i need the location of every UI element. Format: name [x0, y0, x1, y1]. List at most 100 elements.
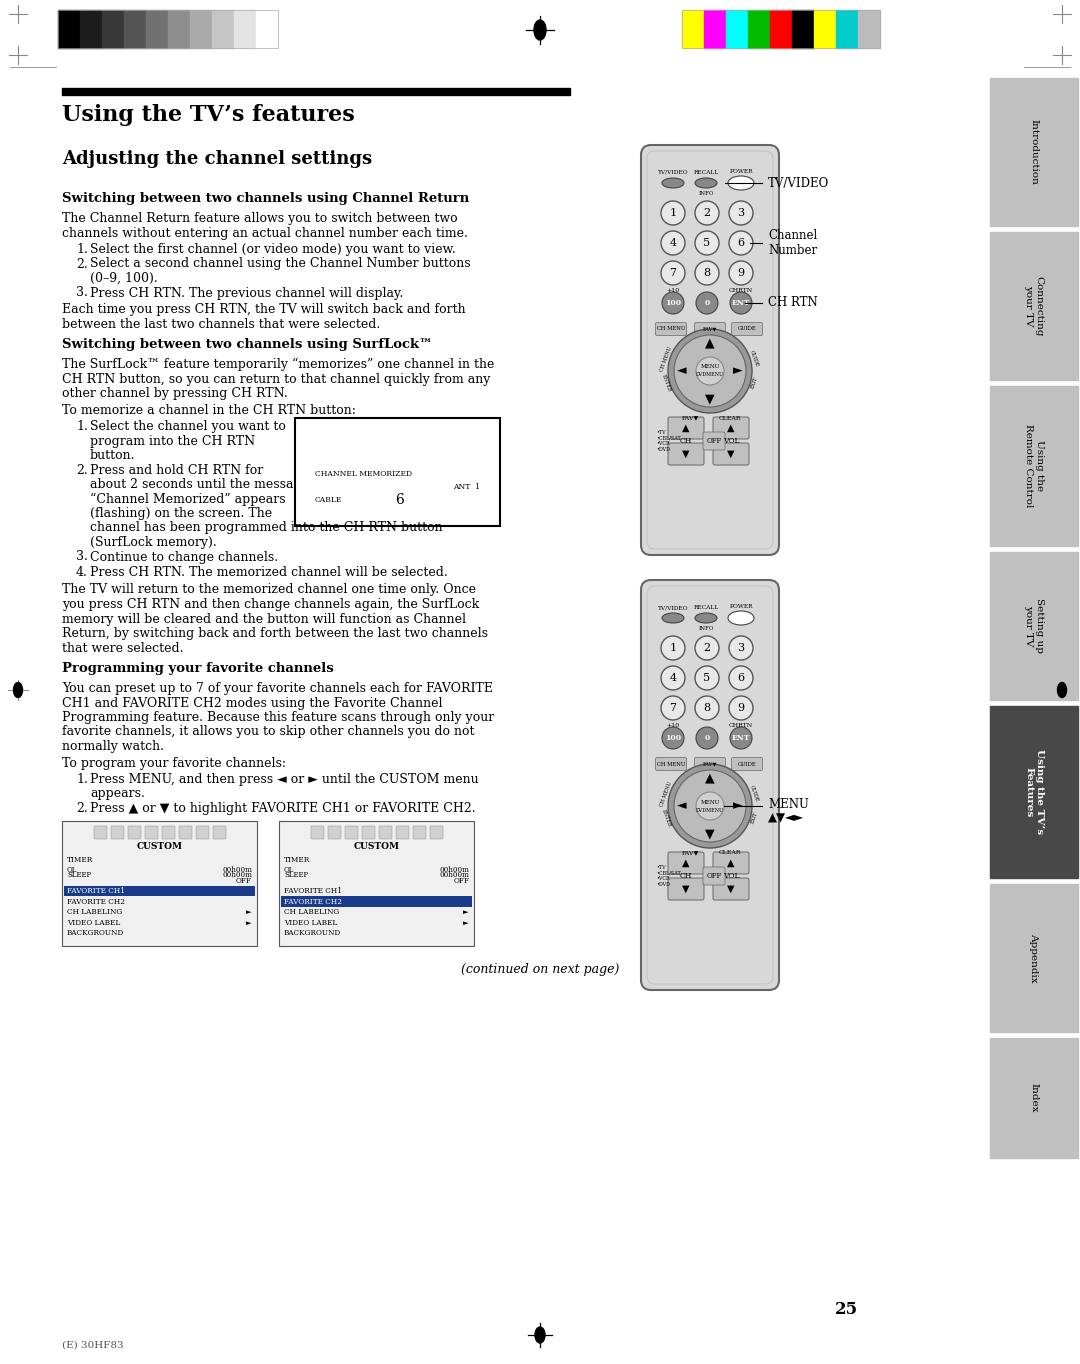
Text: ▲▼◄►: ▲▼◄►: [768, 812, 804, 825]
Text: ▼: ▼: [727, 884, 734, 893]
Text: ENT: ENT: [732, 299, 751, 307]
FancyBboxPatch shape: [656, 322, 687, 336]
Text: 8: 8: [703, 267, 711, 278]
Text: CH: CH: [679, 872, 692, 880]
Bar: [704, 10, 726, 48]
Text: VOL: VOL: [723, 872, 739, 880]
Text: 0: 0: [704, 734, 710, 742]
Text: ▼: ▼: [705, 828, 715, 840]
Text: Using the
Remote Control: Using the Remote Control: [1024, 424, 1043, 507]
FancyBboxPatch shape: [669, 878, 704, 900]
Circle shape: [662, 292, 684, 314]
Bar: [162, 825, 175, 839]
Text: 6: 6: [738, 237, 744, 248]
Text: 4.: 4.: [76, 566, 87, 578]
Text: To memorize a channel in the CH RTN button:: To memorize a channel in the CH RTN butt…: [62, 404, 356, 416]
Text: (continued on next page): (continued on next page): [461, 963, 619, 977]
Text: 3: 3: [738, 642, 744, 653]
Text: 1: 1: [670, 642, 676, 653]
Text: Select the first channel (or video mode) you want to view.: Select the first channel (or video mode)…: [90, 243, 456, 256]
Bar: [58, 10, 278, 48]
Text: CH MENU: CH MENU: [657, 326, 685, 331]
Text: FAV▼: FAV▼: [703, 761, 717, 767]
Bar: [213, 825, 226, 839]
Bar: [102, 10, 124, 48]
FancyBboxPatch shape: [669, 443, 704, 465]
Text: VOL: VOL: [723, 436, 739, 445]
Circle shape: [674, 771, 746, 842]
Bar: [990, 707, 1078, 878]
Circle shape: [730, 727, 752, 749]
Text: ▲: ▲: [683, 423, 690, 432]
Ellipse shape: [535, 1327, 545, 1344]
Bar: [770, 10, 792, 48]
FancyBboxPatch shape: [713, 852, 750, 874]
Text: ▲: ▲: [705, 772, 715, 784]
Text: OL: OL: [67, 866, 78, 874]
Circle shape: [696, 357, 724, 385]
Circle shape: [729, 696, 753, 720]
Circle shape: [696, 636, 719, 660]
Bar: [430, 825, 443, 839]
Bar: [748, 10, 770, 48]
Ellipse shape: [13, 682, 23, 697]
Text: 100: 100: [665, 299, 681, 307]
Text: ►: ►: [463, 908, 469, 917]
Text: about 2 seconds until the message: about 2 seconds until the message: [90, 477, 309, 491]
Text: CH MENU: CH MENU: [657, 761, 685, 767]
Text: program into the CH RTN: program into the CH RTN: [90, 435, 255, 447]
Text: Select a second channel using the Channel Number buttons: Select a second channel using the Channe…: [90, 258, 471, 270]
Text: OFF: OFF: [454, 877, 469, 885]
Circle shape: [661, 666, 685, 690]
Text: TV/VIDEO: TV/VIDEO: [768, 176, 829, 190]
Text: OL: OL: [284, 866, 295, 874]
Text: “Channel Memorized” appears: “Channel Memorized” appears: [90, 492, 285, 506]
Text: ◄: ◄: [677, 799, 687, 813]
Text: DVDMENU: DVDMENU: [696, 372, 724, 378]
Text: memory will be cleared and the button will function as Channel: memory will be cleared and the button wi…: [62, 612, 465, 626]
Bar: [990, 232, 1078, 381]
Text: Press ▲ or ▼ to highlight FAVORITE CH1 or FAVORITE CH2.: Press ▲ or ▼ to highlight FAVORITE CH1 o…: [90, 802, 475, 816]
Text: 5: 5: [703, 237, 711, 248]
Text: MENU: MENU: [768, 798, 809, 812]
Text: TIMER: TIMER: [284, 855, 310, 863]
Bar: [362, 825, 375, 839]
FancyBboxPatch shape: [669, 852, 704, 874]
Text: •TV
•CBL/SAT
•VCR
•DVD: •TV •CBL/SAT •VCR •DVD: [656, 865, 680, 887]
Text: ▲: ▲: [705, 337, 715, 349]
Text: ◄: ◄: [677, 364, 687, 378]
Bar: [836, 10, 858, 48]
Text: Using the TV’s
Features: Using the TV’s Features: [1024, 749, 1043, 835]
Ellipse shape: [1057, 682, 1067, 697]
Bar: [80, 10, 102, 48]
Text: Press CH RTN. The memorized channel will be selected.: Press CH RTN. The memorized channel will…: [90, 566, 448, 578]
Ellipse shape: [662, 612, 684, 623]
Bar: [990, 1038, 1078, 1158]
Text: VIDEO LABEL: VIDEO LABEL: [284, 919, 337, 926]
Circle shape: [662, 727, 684, 749]
Text: (E) 30HF83: (E) 30HF83: [62, 1341, 123, 1350]
Text: appears.: appears.: [90, 787, 145, 801]
Text: (0–9, 100).: (0–9, 100).: [90, 271, 158, 285]
FancyBboxPatch shape: [703, 432, 725, 450]
Bar: [990, 552, 1078, 700]
Bar: [256, 10, 278, 48]
Text: CH LABELING: CH LABELING: [67, 908, 122, 917]
Circle shape: [696, 696, 719, 720]
Text: FAV▼: FAV▼: [681, 416, 699, 420]
Text: 7: 7: [670, 702, 676, 713]
Bar: [62, 89, 570, 95]
Text: MENU: MENU: [700, 799, 719, 805]
Bar: [279, 821, 474, 945]
Text: 1.: 1.: [76, 773, 87, 786]
Bar: [62, 821, 257, 945]
FancyBboxPatch shape: [669, 417, 704, 439]
Text: ►: ►: [733, 799, 743, 813]
Text: ▼: ▼: [727, 449, 734, 460]
Text: Switching between two channels using Channel Return: Switching between two channels using Cha…: [62, 192, 469, 205]
Text: 2: 2: [703, 642, 711, 653]
Text: CUSTOM: CUSTOM: [136, 842, 183, 851]
Text: ENTER: ENTER: [661, 809, 672, 828]
Text: •TV
•CBL/SAT
•VCR
•DVD: •TV •CBL/SAT •VCR •DVD: [656, 430, 680, 453]
Text: EXIT: EXIT: [750, 376, 758, 390]
